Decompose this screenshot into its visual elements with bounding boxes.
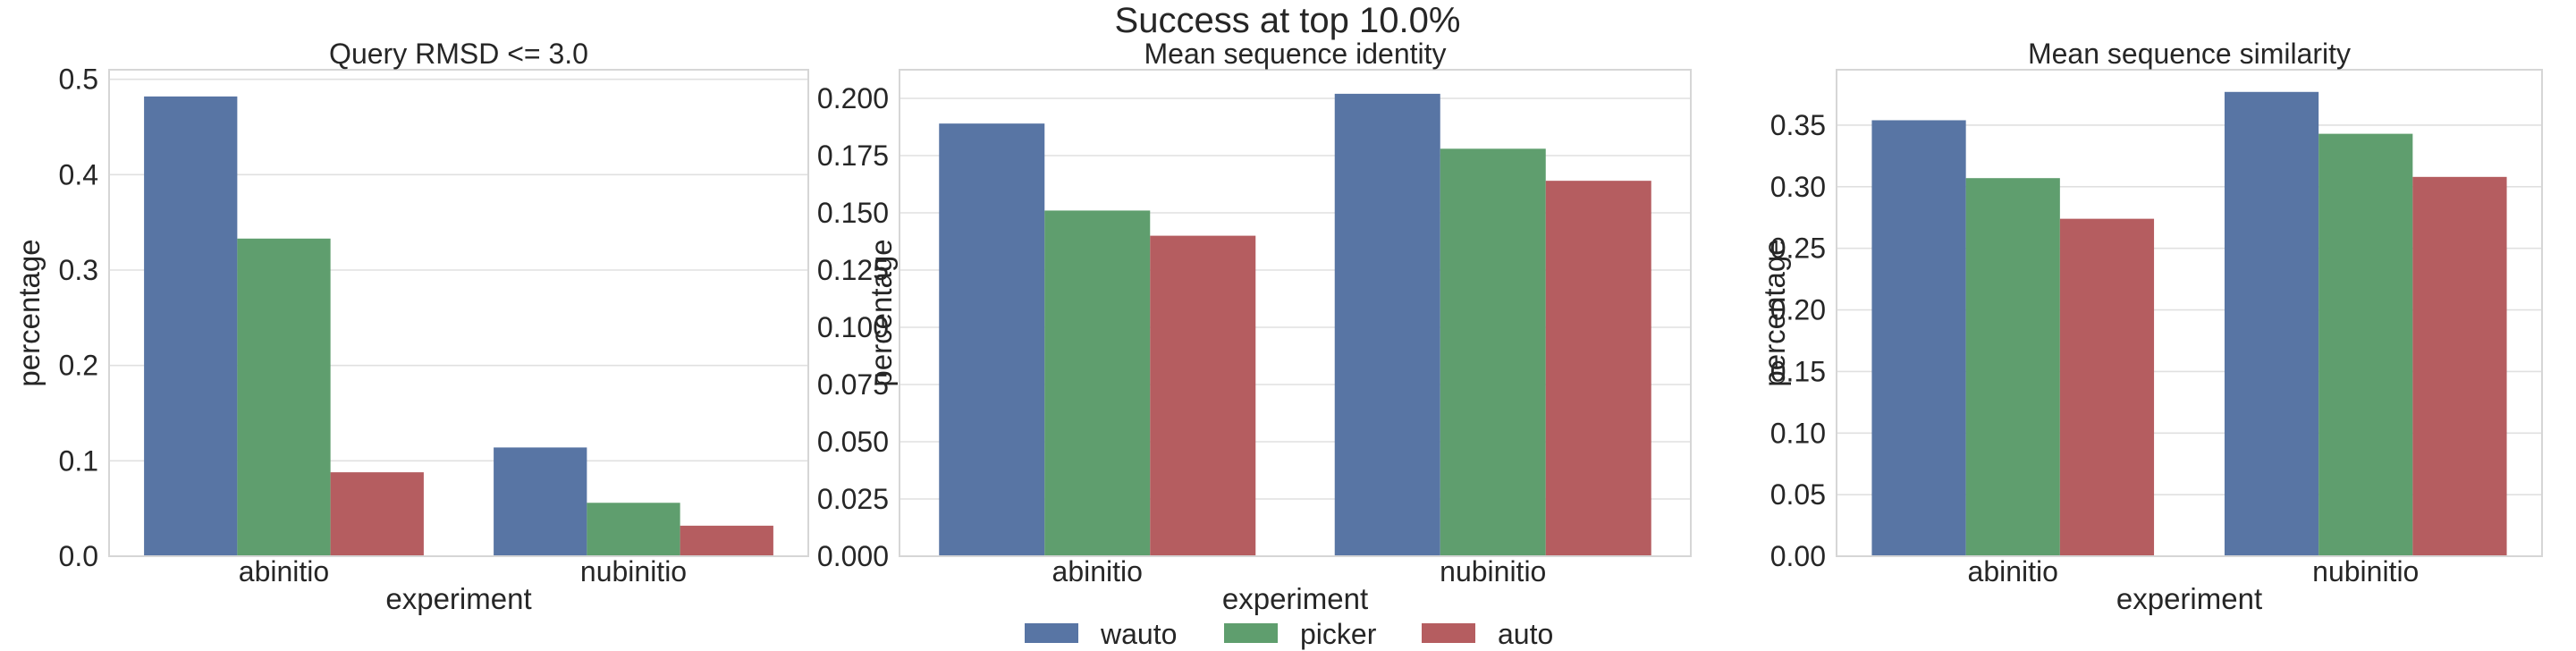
bar-picker-abinitio: [237, 238, 331, 556]
x-axis-label: experiment: [1222, 582, 1368, 615]
panel-title: Query RMSD <= 3.0: [329, 38, 588, 70]
bar-picker-abinitio: [1965, 178, 2060, 556]
bar-auto-abinitio: [2059, 218, 2155, 556]
chart-panel-3: 0.00 0.05 0.10 0.15 0.20 0.25 0.30 0.35 abinitio…: [1758, 38, 2543, 615]
y-tick-label: 0.050: [817, 426, 889, 458]
bar-picker-nubinitio: [1440, 148, 1546, 556]
bar-wauto-abinitio: [144, 96, 238, 556]
bar-wauto-nubinitio: [494, 447, 587, 556]
bar-auto-abinitio: [1150, 235, 1256, 556]
y-tick-label: 0.30: [1770, 171, 1826, 203]
y-tick-label: 0.100: [817, 311, 889, 343]
panel-title: Mean sequence identity: [1144, 38, 1447, 70]
y-tick-label: 0.150: [817, 197, 889, 229]
legend-swatch-wauto: [1025, 623, 1078, 643]
y-tick-label: 0.175: [817, 140, 889, 172]
bar-auto-abinitio: [330, 472, 424, 556]
bar-wauto-abinitio: [1871, 120, 1966, 556]
y-tick-label: 0.05: [1770, 478, 1826, 511]
y-axis-label: percentage: [13, 239, 46, 386]
x-axis-label: experiment: [2116, 582, 2262, 615]
y-tick-label: 0.20: [1770, 294, 1826, 326]
bar-wauto-nubinitio: [1334, 93, 1440, 556]
y-tick-label: 0.35: [1770, 109, 1826, 141]
bar-auto-nubinitio: [680, 525, 773, 556]
panel-title: Mean sequence similarity: [2028, 38, 2351, 70]
bar-auto-nubinitio: [1545, 181, 1651, 556]
legend-label-picker: picker: [1300, 618, 1377, 650]
y-tick-label: 0.1: [59, 444, 98, 477]
chart-panel-2: 0.000 0.025 0.050 0.075 0.100 0.125 0.150 0.175…: [817, 38, 1692, 615]
legend-swatch-picker: [1224, 623, 1278, 643]
bar-auto-nubinitio: [2412, 176, 2507, 556]
y-tick-label: 0.10: [1770, 417, 1826, 449]
y-tick-label: 0.4: [59, 158, 98, 190]
legend: wauto picker auto: [1025, 618, 1553, 650]
bar-wauto-nubinitio: [2224, 91, 2319, 557]
chart-panel-1: 0.0 0.1 0.2 0.3 0.4 0.5 abinitio nubinitio Query…: [13, 38, 809, 615]
legend-label-auto: auto: [1498, 618, 1553, 650]
y-tick-label: 0.025: [817, 483, 889, 515]
y-tick-label: 0.125: [817, 254, 889, 286]
y-tick-label: 0.200: [817, 82, 889, 114]
y-tick-label: 0.3: [59, 254, 98, 286]
x-tick-label: nubinitio: [2312, 555, 2419, 588]
y-tick-label: 0.075: [817, 368, 889, 401]
y-tick-label: 0.00: [1770, 540, 1826, 572]
x-tick-label: nubinitio: [580, 555, 687, 588]
plot-frame: [899, 69, 1692, 557]
y-tick-label: 0.25: [1770, 232, 1826, 265]
y-tick-label: 0.15: [1770, 355, 1826, 387]
plot-frame: [108, 69, 809, 557]
y-axis-label: percentage: [1758, 239, 1791, 386]
legend-label-wauto: wauto: [1100, 618, 1177, 650]
x-tick-label: abinitio: [239, 555, 329, 588]
figure-suptitle: Success at top 10.0%: [1115, 1, 1461, 40]
y-tick-label: 0.5: [59, 63, 98, 96]
bar-picker-nubinitio: [587, 503, 680, 556]
y-tick-label: 0.2: [59, 350, 98, 382]
bar-wauto-abinitio: [939, 123, 1045, 556]
plot-frame: [1836, 69, 2543, 557]
bar-picker-nubinitio: [2318, 133, 2413, 557]
x-axis-label: experiment: [385, 582, 531, 615]
y-tick-label: 0.0: [59, 540, 98, 572]
legend-swatch-auto: [1422, 623, 1475, 643]
x-tick-label: abinitio: [1968, 555, 2058, 588]
x-tick-label: abinitio: [1052, 555, 1143, 588]
y-axis-label: percentage: [865, 239, 898, 386]
y-tick-label: 0.000: [817, 540, 889, 572]
x-tick-label: nubinitio: [1440, 555, 1546, 588]
bar-picker-abinitio: [1044, 210, 1151, 556]
